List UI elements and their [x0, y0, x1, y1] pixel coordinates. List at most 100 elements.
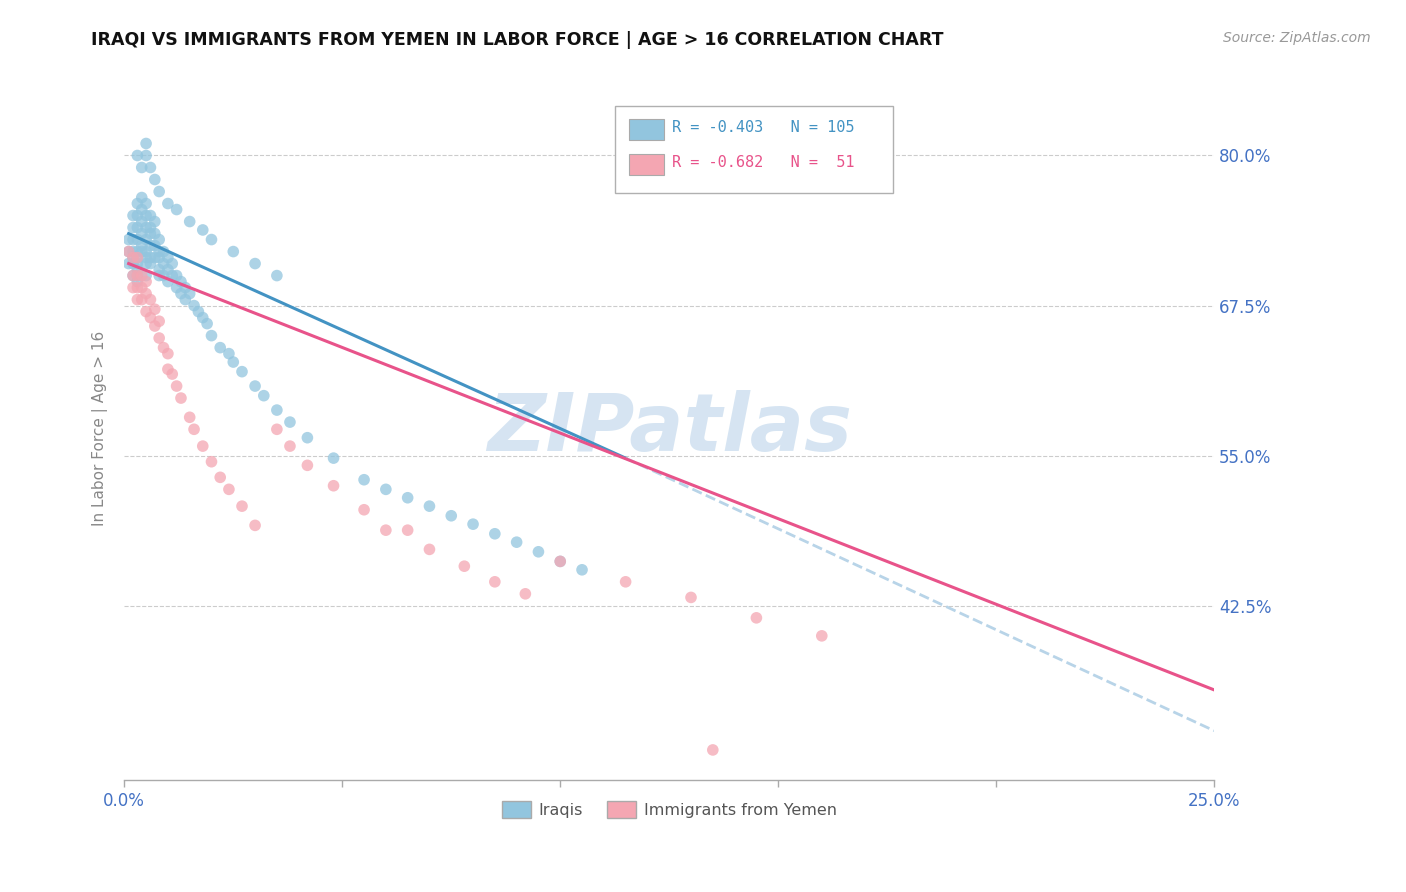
Point — [143, 302, 166, 317]
Point — [135, 220, 157, 235]
Point — [118, 256, 141, 270]
Point — [183, 422, 205, 436]
Point — [162, 256, 184, 270]
Point — [148, 331, 170, 345]
Point — [131, 280, 153, 294]
Point — [209, 341, 232, 355]
Point — [143, 214, 166, 228]
Point — [143, 172, 166, 186]
Point — [505, 535, 527, 549]
Point — [131, 190, 153, 204]
Point — [135, 136, 157, 151]
Point — [418, 499, 440, 513]
Point — [156, 196, 179, 211]
Point — [322, 451, 344, 466]
Point — [122, 220, 145, 235]
Point — [453, 559, 475, 574]
Point — [143, 318, 166, 333]
FancyBboxPatch shape — [628, 154, 664, 175]
Point — [122, 244, 145, 259]
Point — [243, 379, 266, 393]
Point — [266, 268, 288, 283]
Point — [135, 233, 157, 247]
Point — [156, 346, 179, 360]
Point — [148, 268, 170, 283]
Point — [131, 268, 153, 283]
Point — [122, 251, 145, 265]
Point — [418, 542, 440, 557]
Point — [148, 262, 170, 277]
Point — [191, 310, 214, 325]
Point — [148, 233, 170, 247]
Point — [222, 244, 245, 259]
Point — [118, 244, 141, 259]
Point — [122, 209, 145, 223]
Point — [152, 256, 174, 270]
Point — [353, 502, 375, 516]
Point — [131, 244, 153, 259]
Point — [127, 262, 149, 277]
Point — [278, 439, 301, 453]
Point — [222, 355, 245, 369]
Point — [679, 591, 702, 605]
Point — [135, 268, 157, 283]
Point — [131, 161, 153, 175]
Point — [515, 587, 537, 601]
Point — [118, 233, 141, 247]
Point — [135, 209, 157, 223]
Point — [571, 563, 593, 577]
Point — [127, 148, 149, 162]
Point — [218, 346, 240, 360]
Point — [139, 209, 162, 223]
Point — [174, 280, 197, 294]
Point — [139, 310, 162, 325]
Point — [179, 286, 201, 301]
Point — [461, 517, 484, 532]
Point — [297, 431, 319, 445]
Point — [139, 293, 162, 307]
Point — [156, 251, 179, 265]
Point — [122, 233, 145, 247]
Point — [127, 256, 149, 270]
Point — [243, 518, 266, 533]
Point — [148, 314, 170, 328]
Point — [135, 244, 157, 259]
Point — [162, 268, 184, 283]
Point — [200, 328, 222, 343]
Point — [231, 365, 253, 379]
Point — [127, 220, 149, 235]
Point — [135, 304, 157, 318]
Point — [231, 499, 253, 513]
Point — [218, 483, 240, 497]
Point — [135, 275, 157, 289]
Point — [143, 238, 166, 252]
Text: R = -0.682   N =  51: R = -0.682 N = 51 — [672, 155, 855, 170]
Text: Source: ZipAtlas.com: Source: ZipAtlas.com — [1223, 31, 1371, 45]
Point — [179, 214, 201, 228]
Point — [162, 367, 184, 381]
Point — [166, 280, 188, 294]
Point — [127, 268, 149, 283]
Point — [156, 362, 179, 376]
Point — [548, 554, 571, 568]
Point — [152, 268, 174, 283]
Point — [143, 251, 166, 265]
Point — [745, 611, 768, 625]
Point — [135, 256, 157, 270]
Point — [396, 523, 419, 537]
FancyBboxPatch shape — [628, 119, 664, 140]
Point — [195, 317, 218, 331]
Point — [139, 227, 162, 241]
Point — [243, 256, 266, 270]
Point — [174, 293, 197, 307]
Point — [127, 244, 149, 259]
Point — [156, 275, 179, 289]
Y-axis label: In Labor Force | Age > 16: In Labor Force | Age > 16 — [93, 331, 108, 526]
Point — [135, 286, 157, 301]
Point — [156, 262, 179, 277]
Point — [122, 256, 145, 270]
Text: IRAQI VS IMMIGRANTS FROM YEMEN IN LABOR FORCE | AGE > 16 CORRELATION CHART: IRAQI VS IMMIGRANTS FROM YEMEN IN LABOR … — [91, 31, 943, 49]
Point — [166, 202, 188, 217]
Point — [209, 470, 232, 484]
Point — [170, 286, 193, 301]
